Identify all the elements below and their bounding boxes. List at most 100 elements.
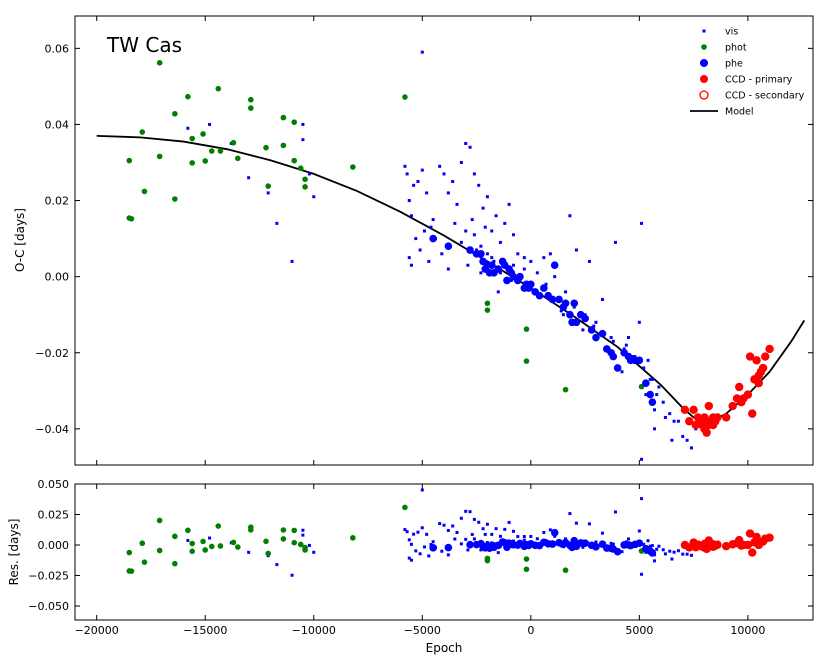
legend-label-phe: phe <box>725 59 743 70</box>
vis-point <box>466 263 470 267</box>
vis-residual-point <box>548 528 552 532</box>
phot-point <box>280 142 287 149</box>
x-axis-label: Epoch <box>426 641 463 655</box>
residual-marks <box>126 488 774 577</box>
phot-residual-point <box>562 567 569 574</box>
vis-point <box>663 415 667 419</box>
phe-point <box>429 234 437 243</box>
phot-residual-point <box>139 540 146 547</box>
ccd-primary-point <box>680 405 690 415</box>
vis-point <box>559 309 563 313</box>
oc-axes-frame <box>74 15 814 466</box>
vis-point <box>642 366 646 370</box>
vis-residual-point <box>407 556 411 560</box>
residual-y-axis-label: Res. [days] <box>7 519 21 586</box>
legend: vis phot phe CCD - primary CCD - secondary Mo… <box>690 27 805 118</box>
vis-residual-point <box>470 532 474 536</box>
phe-point <box>646 390 655 399</box>
vis-residual-point <box>301 528 305 532</box>
phot-point <box>263 144 269 151</box>
oc-y-tick-label: −0.04 <box>35 423 69 436</box>
ccd-primary-residual-point <box>765 533 774 542</box>
vis-residual-point <box>650 544 654 548</box>
vis-residual-point <box>490 532 494 536</box>
ccd-primary-residual-point <box>743 540 753 550</box>
vis-point <box>592 324 596 328</box>
vis-point <box>407 256 411 260</box>
vis-point <box>459 160 463 164</box>
vis-point <box>429 225 433 229</box>
vis-point <box>405 172 409 176</box>
vis-point <box>587 259 591 263</box>
residual-x-tick-label: −10000 <box>292 624 336 637</box>
vis-point <box>475 248 479 252</box>
vis-point <box>483 225 487 229</box>
phe-point <box>535 291 544 300</box>
phot-point <box>302 176 308 183</box>
phe-point <box>503 276 511 285</box>
vis-point <box>516 252 520 256</box>
phe-point <box>548 295 557 304</box>
vis-residual-point <box>208 536 212 540</box>
vis-point <box>561 313 565 317</box>
phe-point <box>609 352 618 361</box>
phe-residual-point <box>592 543 600 551</box>
vis-residual-point <box>522 538 526 542</box>
vis-point <box>622 347 626 351</box>
oc-y-tick-label: 0.06 <box>45 42 70 55</box>
vis-point <box>522 256 526 260</box>
legend-marker-ccd-secondary <box>699 90 709 100</box>
vis-residual-point <box>655 547 659 551</box>
phot-point <box>402 94 408 100</box>
phot-residual-point <box>291 527 298 534</box>
phot-point <box>280 114 287 121</box>
phot-residual-point <box>128 568 135 574</box>
vis-residual-point <box>485 522 489 526</box>
vis-point <box>420 168 424 172</box>
phot-residual-point <box>172 533 178 540</box>
vis-point <box>648 377 652 381</box>
vis-point <box>498 240 502 244</box>
phot-residual-point <box>200 538 206 545</box>
vis-point <box>511 263 515 267</box>
vis-residual-point <box>414 549 418 553</box>
vis-residual-point <box>442 523 446 527</box>
phot-point <box>297 165 304 172</box>
phot-point <box>156 60 163 66</box>
residual-y-ticks: −0.050 −0.025 0.000 0.025 0.050 <box>28 478 813 613</box>
vis-point <box>247 176 251 180</box>
phot-point <box>234 155 241 162</box>
legend-label-phot: phot <box>725 43 747 54</box>
phe-point <box>572 318 581 327</box>
ccd-primary-point <box>689 405 698 415</box>
vis-point <box>446 191 450 195</box>
vis-point <box>503 221 507 225</box>
vis-point <box>609 336 613 340</box>
vis-residual-point <box>275 563 279 567</box>
vis-point <box>446 267 450 271</box>
phot-residual-point <box>141 559 148 565</box>
vis-point <box>620 370 624 374</box>
oc-y-axis-label: O-C [days] <box>13 208 27 272</box>
ccd-primary-point <box>735 382 744 392</box>
vis-residual-point <box>459 516 463 520</box>
phot-point <box>523 326 530 332</box>
vis-residual-point <box>446 553 450 557</box>
phot-residual-point <box>189 540 196 547</box>
phe-residual-point <box>550 528 559 537</box>
phot-residual-point <box>350 535 356 541</box>
phot-point <box>156 153 163 160</box>
vis-point <box>442 172 446 176</box>
oc-y-tick-label: 0.00 <box>45 271 70 284</box>
phot-point <box>128 216 135 222</box>
phot-point <box>172 110 178 117</box>
vis-residual-point <box>301 533 305 537</box>
phe-point <box>494 265 503 273</box>
phe-point <box>444 242 453 251</box>
vis-point <box>542 256 546 260</box>
vis-point <box>412 183 416 187</box>
vis-point <box>418 248 422 252</box>
vis-point <box>464 229 468 233</box>
vis-point <box>655 393 659 397</box>
phe-point <box>581 314 589 323</box>
